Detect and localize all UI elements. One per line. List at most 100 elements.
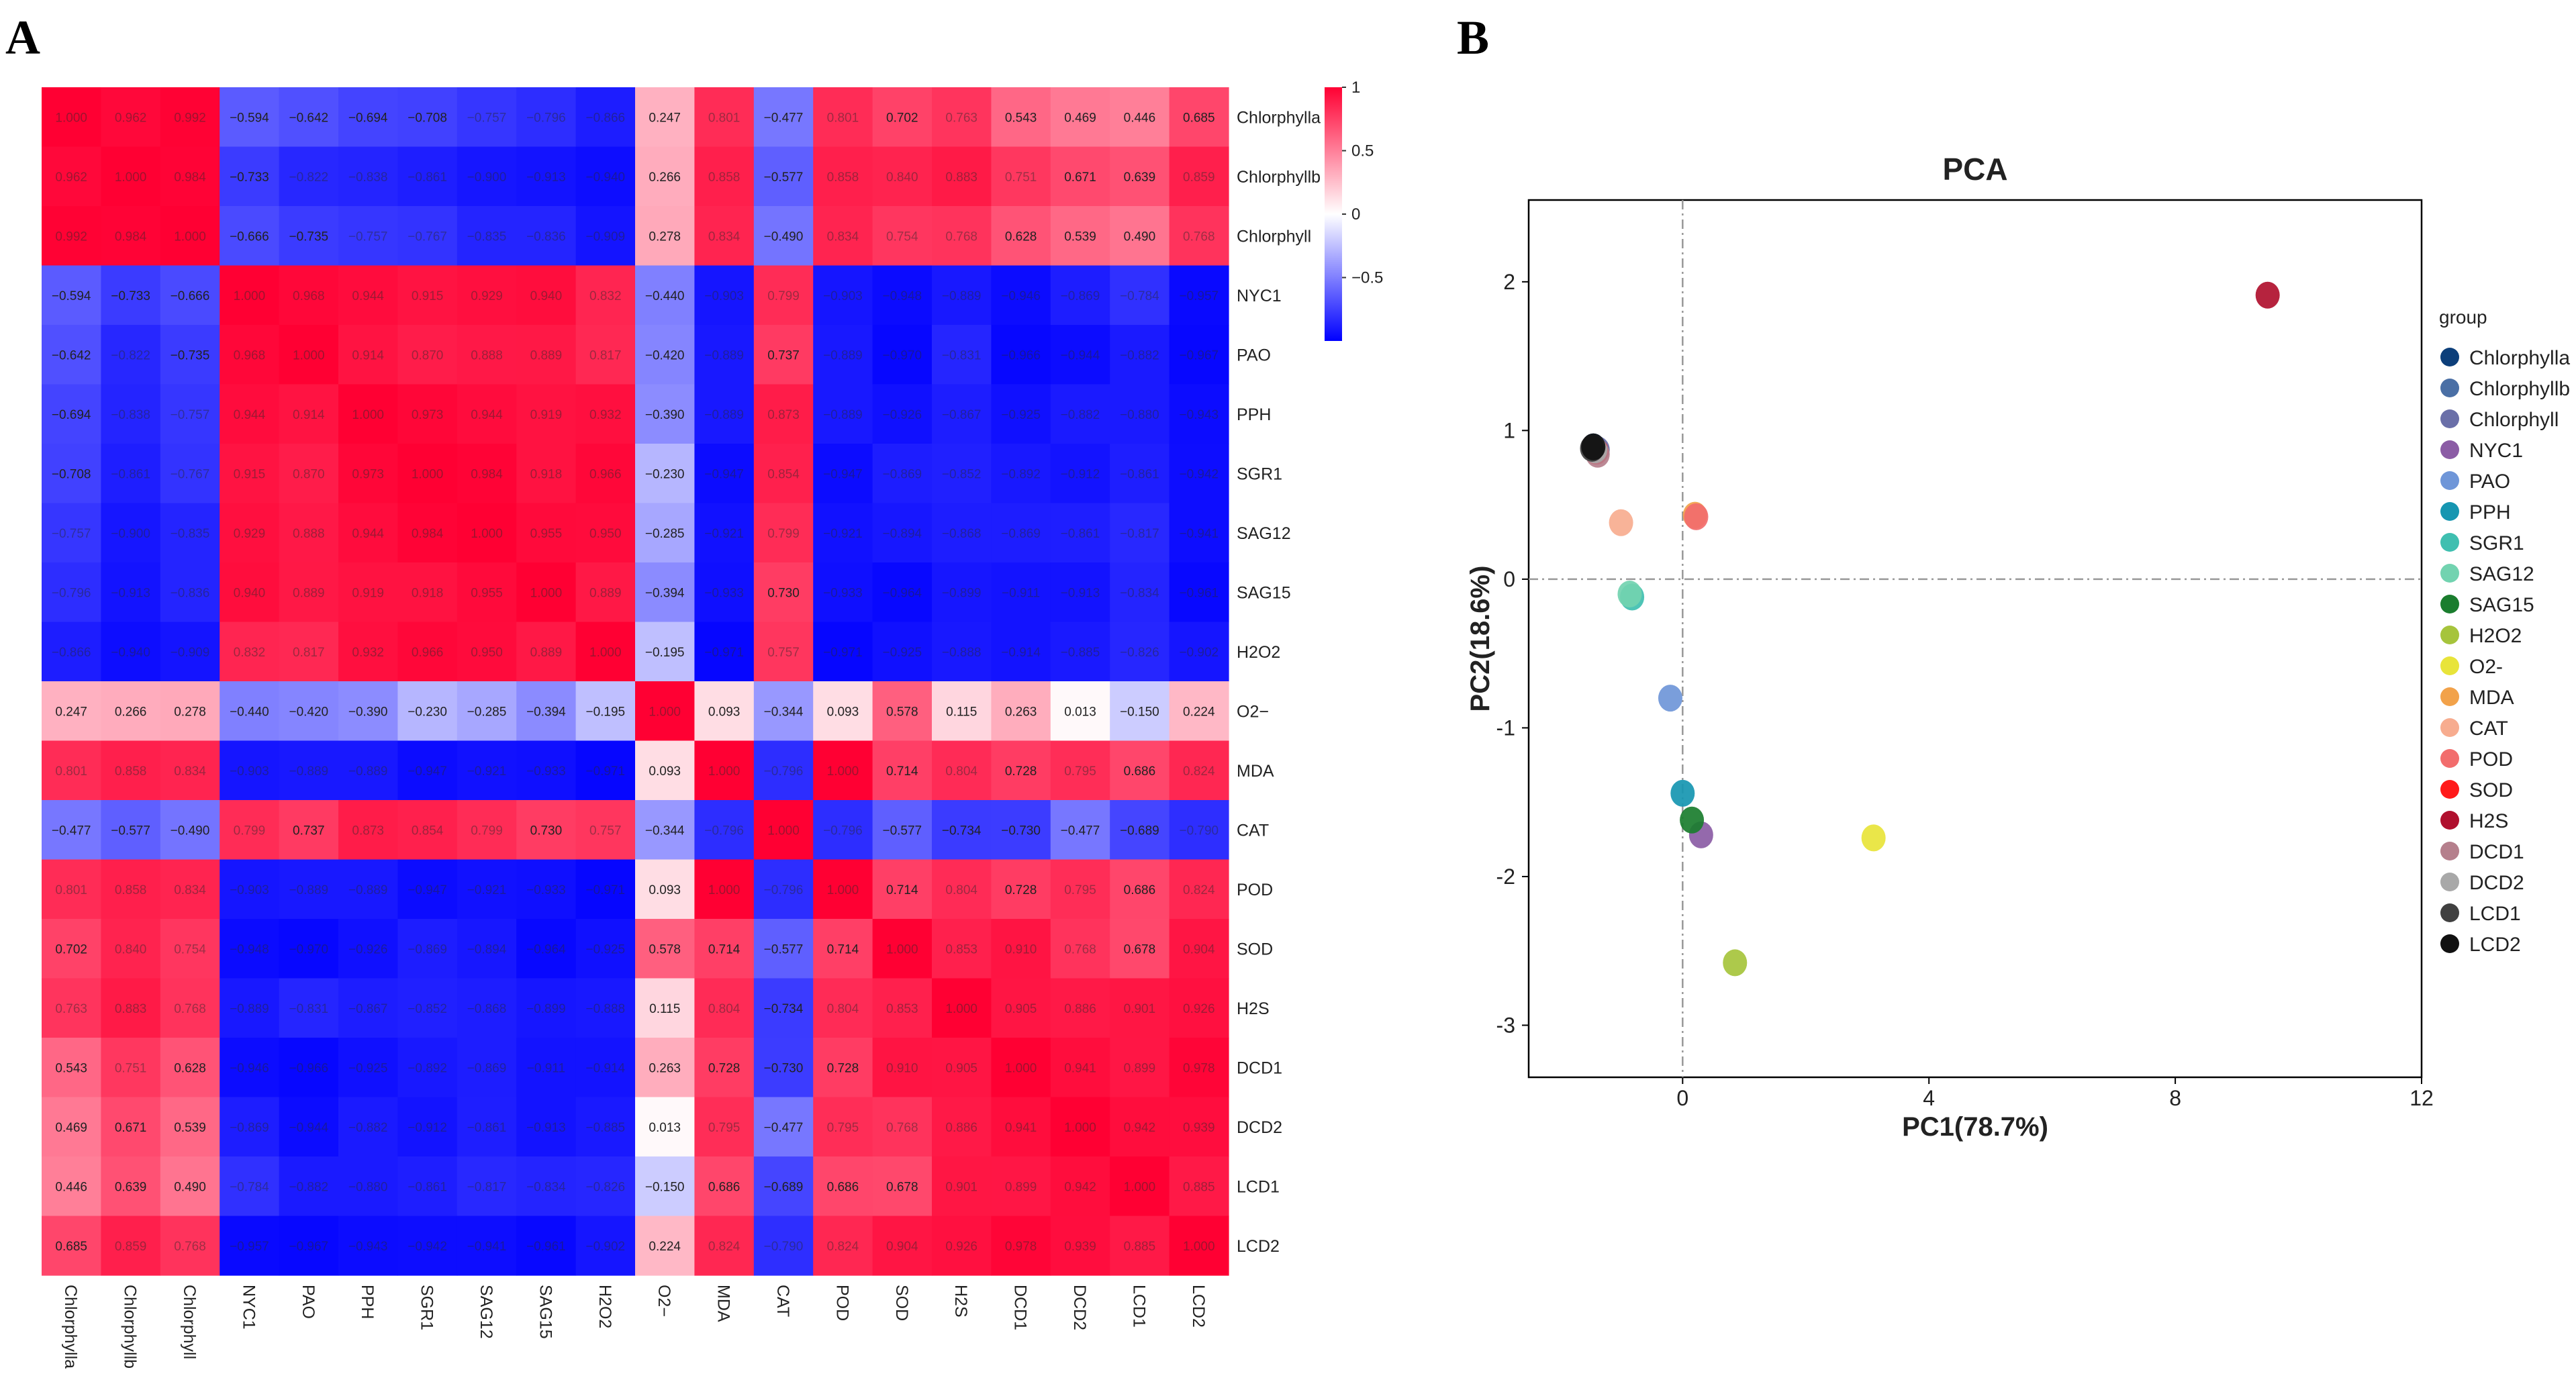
heatmap-cell-value: −0.947	[823, 467, 863, 481]
heatmap-cell	[42, 681, 101, 742]
heatmap-cell	[1050, 206, 1110, 266]
heatmap-cell	[1050, 1097, 1110, 1157]
heatmap-cell-value: −0.913	[1061, 586, 1100, 600]
heatmap-cell-value: −0.733	[230, 170, 269, 185]
heatmap-cell-value: 0.013	[1064, 705, 1096, 719]
heatmap-cell-value: −0.577	[111, 824, 150, 838]
heatmap-cell	[753, 978, 814, 1038]
heatmap-cell-value: 0.885	[1183, 1180, 1215, 1194]
heatmap-cell-value: −0.913	[111, 586, 150, 600]
heatmap-cell-value: 0.978	[1183, 1061, 1215, 1075]
heatmap-cell-value: −0.971	[823, 646, 863, 660]
heatmap-cell-value: −0.961	[1179, 586, 1219, 600]
heatmap-cell-value: −0.944	[289, 1121, 328, 1135]
heatmap-cell	[872, 681, 933, 742]
legend-swatch	[2440, 903, 2459, 922]
heatmap-cell	[575, 622, 636, 682]
heatmap-cell	[694, 265, 755, 326]
heatmap-cell	[575, 1216, 636, 1276]
legend-swatch	[2440, 718, 2459, 737]
heatmap-cell	[813, 444, 873, 504]
heatmap-cell	[279, 265, 339, 326]
heatmap-cell	[813, 146, 873, 207]
heatmap-cell-value: 0.628	[174, 1061, 206, 1075]
heatmap-cell	[101, 265, 161, 326]
heatmap-cell	[694, 1156, 755, 1217]
heatmap-cell	[575, 87, 636, 148]
pca-point-lcd2	[1581, 433, 1606, 460]
heatmap-cell-value: 0.801	[827, 111, 859, 125]
heatmap-cell	[1050, 444, 1110, 504]
pca-title: PCA	[1942, 152, 2007, 187]
heatmap-cell	[753, 681, 814, 742]
heatmap-cell-value: 0.795	[1064, 883, 1096, 897]
legend-label: NYC1	[2469, 440, 2523, 462]
heatmap-cell	[516, 800, 577, 860]
heatmap-cell	[338, 206, 398, 266]
heatmap-cell	[1169, 919, 1229, 979]
heatmap-cell	[753, 384, 814, 444]
heatmap-cell-value: 0.817	[293, 646, 325, 660]
heatmap-cell	[457, 800, 517, 860]
heatmap-cell	[1169, 740, 1229, 801]
heatmap-cell	[753, 87, 814, 148]
heatmap-cell	[457, 681, 517, 742]
heatmap-cell	[991, 919, 1051, 979]
heatmap-cell	[635, 384, 695, 444]
heatmap-cell-value: 0.873	[352, 824, 384, 838]
heatmap-cell	[1169, 265, 1229, 326]
heatmap-cell-value: 0.915	[412, 289, 444, 303]
heatmap-cell	[220, 87, 280, 148]
heatmap-cell-value: −0.730	[1001, 824, 1041, 838]
heatmap-cell-value: 0.824	[1183, 764, 1215, 779]
pca-x-tick-label: 0	[1676, 1086, 1688, 1110]
heatmap-cell	[101, 503, 161, 563]
heatmap-cell	[932, 325, 992, 385]
heatmap-cell-value: 0.854	[412, 824, 444, 838]
heatmap-cell-value: 0.728	[708, 1061, 741, 1075]
heatmap-cell-value: 0.804	[708, 1002, 741, 1016]
pca-x-axis-label: PC1(78.7%)	[1902, 1112, 2048, 1142]
heatmap-cell	[753, 444, 814, 504]
heatmap-cell	[635, 325, 695, 385]
heatmap-cell-value: −0.852	[408, 1002, 447, 1016]
heatmap-cell	[753, 1097, 814, 1157]
heatmap-cell-value: −0.947	[408, 883, 447, 897]
heatmap-cell-value: 0.263	[649, 1061, 681, 1075]
legend-title: group	[2439, 307, 2487, 328]
heatmap-cell	[694, 146, 755, 207]
heatmap-cell	[397, 800, 458, 860]
heatmap-cell-value: 0.859	[1183, 170, 1215, 185]
heatmap-cell-value: −0.826	[585, 1180, 625, 1194]
heatmap-cell	[575, 146, 636, 207]
heatmap-cell	[1110, 800, 1170, 860]
heatmap-cell	[279, 325, 339, 385]
heatmap-cell-value: −0.861	[408, 170, 447, 185]
heatmap-cell	[1169, 1156, 1229, 1217]
heatmap-cell	[1050, 978, 1110, 1038]
heatmap-cell	[1050, 265, 1110, 326]
heatmap-cell-value: 0.714	[827, 942, 859, 956]
heatmap-cell	[279, 859, 339, 920]
heatmap-cell-value: −0.946	[1001, 289, 1041, 303]
heatmap-cell-value: −0.941	[1179, 527, 1219, 541]
heatmap-cell-value: −0.889	[704, 408, 744, 422]
heatmap-cell-value: −0.757	[52, 527, 91, 541]
heatmap-cell-value: −0.195	[645, 646, 685, 660]
heatmap-col-label: LCD2	[1189, 1285, 1208, 1328]
heatmap-cell-value: 0.804	[945, 883, 977, 897]
heatmap-cell-value: 0.224	[1183, 705, 1215, 719]
heatmap-cell	[101, 978, 161, 1038]
heatmap-cell-value: 1.000	[1005, 1061, 1037, 1075]
heatmap-cell	[1110, 503, 1170, 563]
heatmap-cell	[694, 503, 755, 563]
heatmap-cell	[753, 622, 814, 682]
heatmap-cell-value: 0.929	[234, 527, 266, 541]
heatmap-cell	[279, 206, 339, 266]
heatmap-cell	[279, 740, 339, 801]
heatmap-cell-value: 0.543	[55, 1061, 87, 1075]
heatmap-cell-value: −0.836	[526, 230, 566, 244]
heatmap-cell-value: 0.278	[649, 230, 681, 244]
heatmap-cell	[991, 265, 1051, 326]
pca-point-o2-	[1861, 824, 1886, 852]
